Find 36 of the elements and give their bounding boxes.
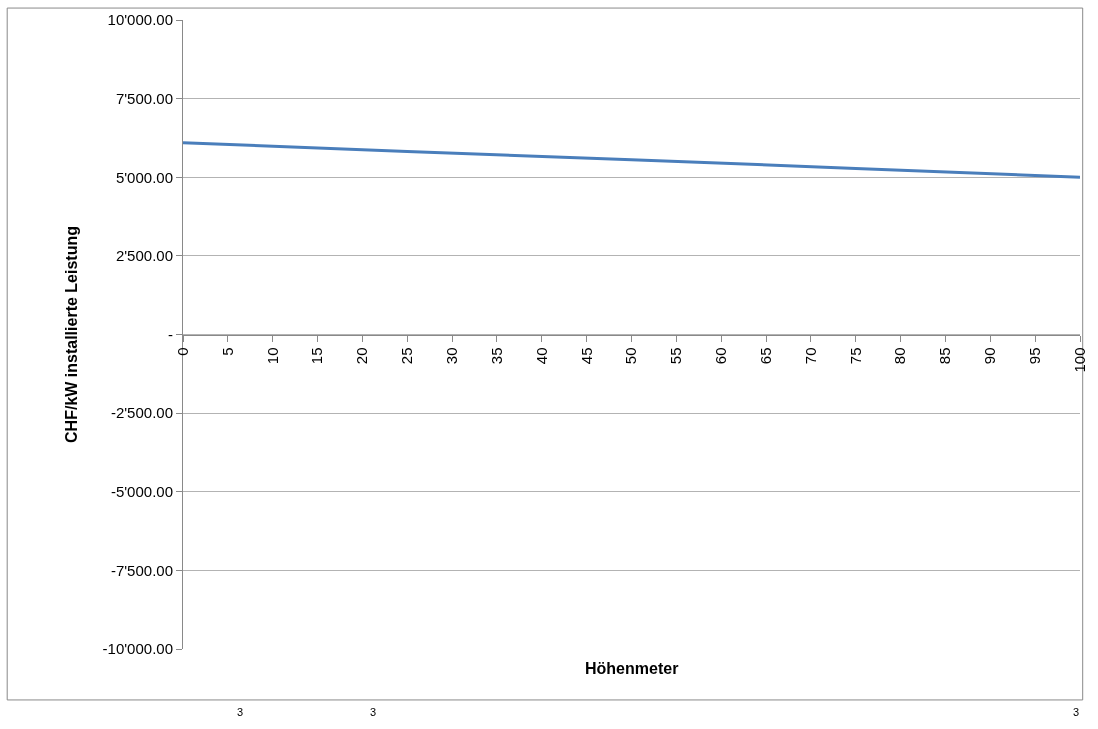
x-tick-label: 45 xyxy=(577,347,595,365)
text: 3 xyxy=(370,706,377,718)
text: 3 xyxy=(237,706,244,718)
x-tick-label: 65 xyxy=(756,347,774,365)
line-series xyxy=(183,141,1080,179)
y-tick-label: 10'000.00 xyxy=(107,11,173,29)
x-tick-label: 75 xyxy=(846,347,864,365)
x-tick-label: 5 xyxy=(218,347,236,356)
y-axis-title: CHF/kW installierte Leistung xyxy=(63,226,81,443)
x-tick-label: 15 xyxy=(308,347,326,365)
y-tick-label: -2'500.00 xyxy=(110,404,173,422)
x-tick-label: 30 xyxy=(442,347,460,365)
x-tick-label: 90 xyxy=(981,347,999,365)
x-tick-label: 25 xyxy=(398,347,416,365)
y-tick-label: - xyxy=(168,325,173,343)
x-tick-label: 40 xyxy=(532,347,550,365)
y-tick-label: 2'500.00 xyxy=(115,247,173,265)
x-tick-label: 50 xyxy=(622,347,640,365)
x-tick-label: 80 xyxy=(891,347,909,365)
x-tick-label: 10 xyxy=(263,347,281,365)
x-tick-label: 95 xyxy=(1026,347,1044,365)
x-tick-label: 35 xyxy=(487,347,505,365)
x-tick-label: 100 xyxy=(1070,347,1088,373)
x-tick-label: 60 xyxy=(712,347,730,365)
x-tick-label: 20 xyxy=(353,347,371,365)
x-axis-title: Höhenmeter xyxy=(585,660,679,677)
y-tick-label: -10'000.00 xyxy=(102,640,173,658)
y-tick-label: 5'000.00 xyxy=(115,168,173,186)
x-tick-label: 70 xyxy=(801,347,819,365)
x-tick-label: 85 xyxy=(936,347,954,365)
y-tick-label: -7'500.00 xyxy=(110,561,173,579)
y-tick-label: 7'500.00 xyxy=(115,89,173,107)
text: 3 xyxy=(1073,706,1080,718)
x-tick-label: 0 xyxy=(173,347,191,356)
x-tick-label: 55 xyxy=(667,347,685,365)
y-tick-label: -5'000.00 xyxy=(110,483,173,500)
